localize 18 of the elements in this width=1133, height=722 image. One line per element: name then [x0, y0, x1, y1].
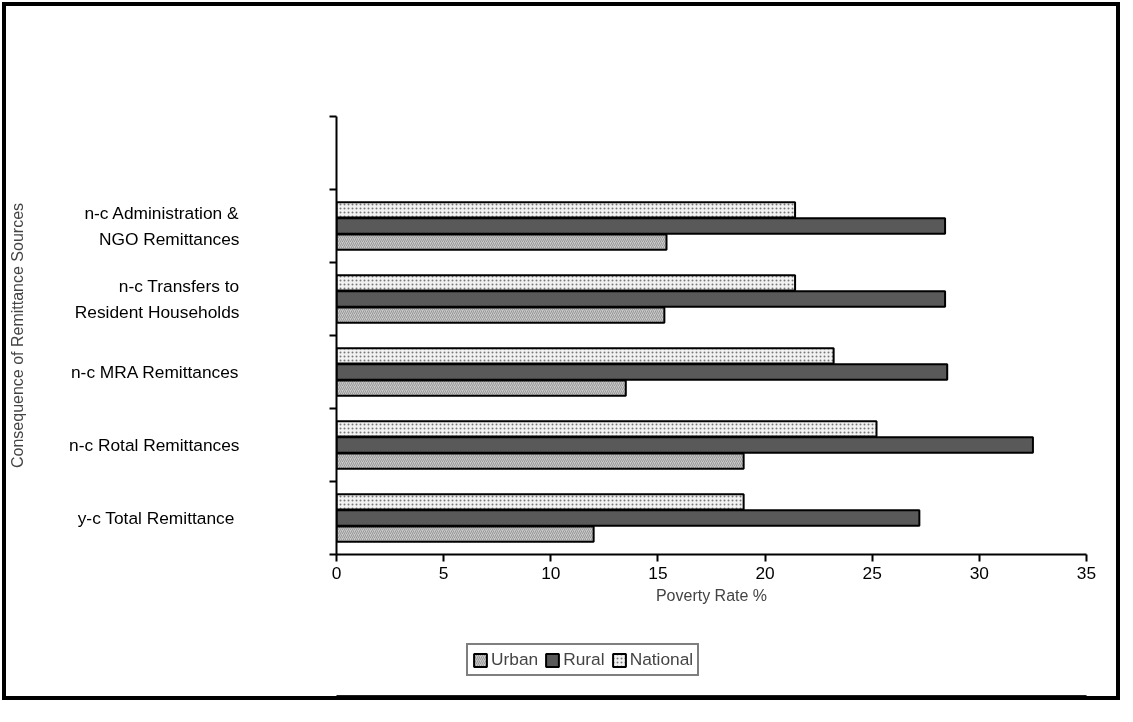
x-axis-title: Poverty Rate % [655, 586, 768, 604]
x-tick-label: 10 [541, 562, 561, 583]
x-tick-label: 35 [1076, 562, 1097, 583]
x-tick-label: 0 [331, 562, 342, 583]
x-tick-label: 15 [648, 562, 668, 583]
x-tick-label: 5 [438, 562, 449, 583]
x-tick-label: 30 [969, 562, 989, 583]
legend-label: Rural [563, 649, 605, 670]
legend-label: Urban [491, 649, 539, 670]
y-axis-title: Consequence of Remittance Sources [9, 202, 27, 469]
x-tick-label: 25 [862, 562, 882, 583]
y-tick-label: n-c Rotal Remittances [69, 435, 240, 455]
y-tick-label: n-c Administration & NGO Remittances [84, 203, 240, 249]
x-tick-label: 20 [755, 562, 775, 583]
y-tick-label: n-c Transfers to Resident Households [74, 276, 240, 322]
legend-label: National [629, 649, 694, 670]
y-tick-label: n-c MRA Remittances [70, 362, 239, 382]
y-tick-label: y-c Total Remittance [77, 508, 235, 528]
